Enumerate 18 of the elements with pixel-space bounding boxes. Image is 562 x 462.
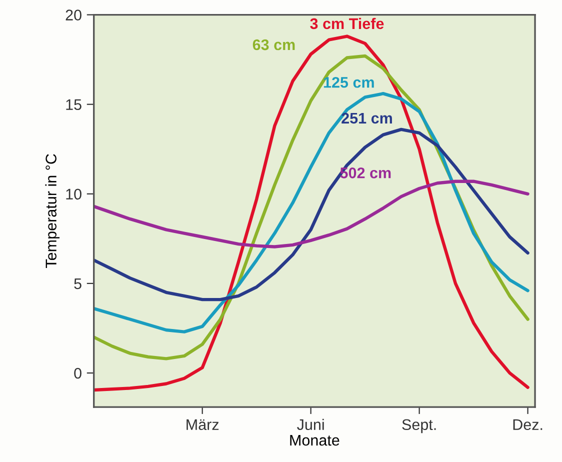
y-tick-label: 0 [74, 368, 82, 379]
x-tick-label: Dez. [513, 419, 542, 430]
y-tick-label: 10 [66, 188, 82, 200]
x-tick-label: Sept. [402, 419, 436, 434]
series-label: 125 cm [324, 76, 374, 88]
line-series [94, 92, 530, 334]
x-axis-title: Monate [290, 435, 340, 446]
y-tick-label: 20 [66, 10, 82, 20]
line-series [94, 180, 530, 248]
line-series [94, 128, 530, 302]
y-axis-title: Temperatur in °C [45, 154, 60, 268]
y-tick-label: 5 [74, 278, 82, 290]
y-tick-label: 15 [66, 99, 82, 110]
x-tick-label: März [186, 419, 219, 430]
series-label: 3 cm Tiefe [310, 18, 384, 30]
text: 63 cm [252, 39, 295, 50]
series-label: 251 cm [342, 112, 392, 124]
x-tick-label: Juni [297, 418, 324, 430]
